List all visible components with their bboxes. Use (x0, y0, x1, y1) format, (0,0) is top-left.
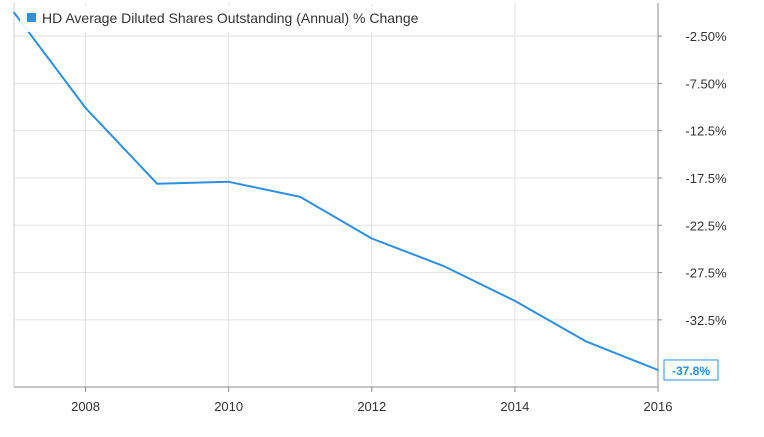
x-tick-label: 2016 (644, 399, 673, 414)
y-tick-label: -7.50% (685, 76, 727, 91)
y-tick-labels: -2.50% -7.50% -12.5% -17.5% -22.5% -27.5% -32.… (685, 29, 727, 328)
y-tick-label: -2.50% (685, 29, 727, 44)
legend: HD Average Diluted Shares Outstanding (A… (20, 6, 490, 32)
data-point (227, 180, 230, 183)
y-tick-label: -32.5% (685, 313, 727, 328)
x-tick-label: 2010 (214, 399, 243, 414)
data-point (156, 182, 158, 185)
data-point (13, 11, 15, 14)
y-tick-label: -27.5% (685, 266, 727, 281)
data-point (299, 196, 302, 198)
y-tick-label: -17.5% (685, 171, 727, 186)
last-value-box (663, 359, 719, 381)
y-tick-label: -12.5% (685, 124, 727, 139)
data-point (370, 237, 373, 240)
x-tick-label: 2012 (357, 399, 386, 414)
y-tick-label: -22.5% (685, 218, 727, 233)
data-point (442, 265, 445, 267)
legend-background (20, 6, 490, 32)
x-tick-label: 2014 (500, 399, 529, 414)
x-tick-labels: 2008 2010 2012 2014 2016 (71, 399, 672, 414)
series-line (13, 11, 659, 371)
legend-swatch (27, 13, 36, 22)
data-point (514, 300, 516, 302)
x-tick-label: 2008 (71, 399, 100, 414)
data-point (585, 340, 588, 343)
data-point (84, 107, 87, 109)
legend-label: HD Average Diluted Shares Outstanding (A… (42, 10, 419, 26)
last-value-label: -37.8% (672, 364, 710, 378)
grid-lines (14, 3, 659, 387)
last-value-callout: -37.8% (663, 359, 719, 381)
data-point (657, 369, 659, 371)
axes (13, 3, 662, 392)
series-layer (13, 11, 659, 371)
